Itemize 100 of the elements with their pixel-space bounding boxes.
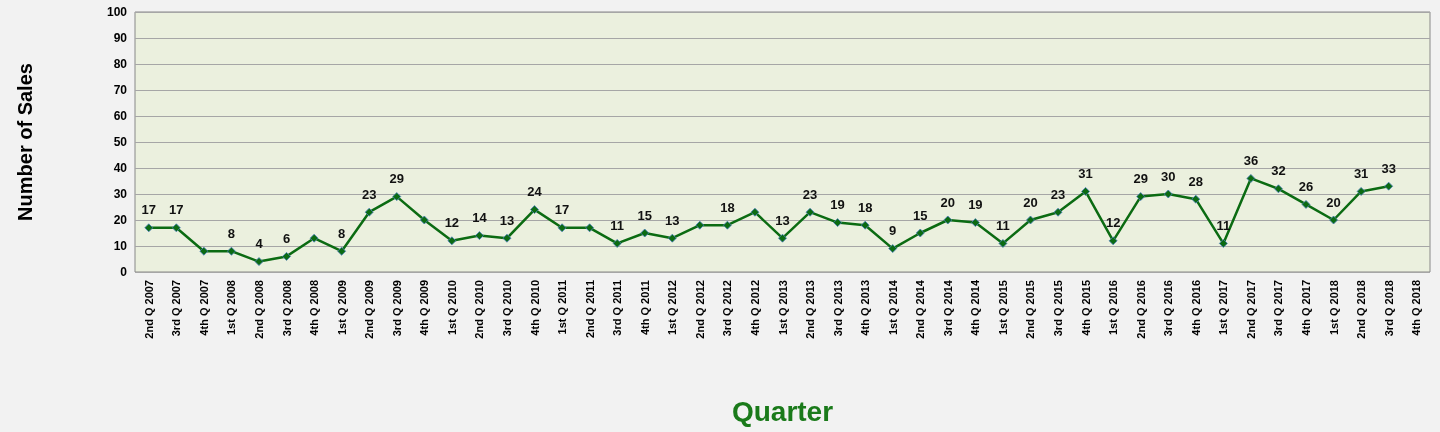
data-label: 31 [1078, 166, 1093, 181]
y-tick-label: 10 [113, 239, 128, 253]
data-label: 23 [361, 186, 377, 202]
data-label: 19 [830, 197, 845, 213]
x-axis-title: Quarter [731, 395, 834, 427]
point [970, 218, 980, 227]
y-tick-label: 70 [113, 83, 128, 97]
point [199, 246, 209, 256]
x-tick-label: 3rd Q 2014 [941, 279, 954, 337]
data-label: 14 [472, 210, 488, 226]
point [805, 207, 815, 217]
data-label: 17 [141, 202, 157, 218]
point [888, 244, 898, 253]
point [1274, 184, 1283, 194]
point [585, 223, 595, 233]
point [502, 233, 512, 243]
data-label: 20 [940, 194, 956, 210]
x-tick-label: 4th Q 2008 [308, 280, 321, 336]
x-tick-label: 1st Q 2012 [666, 280, 679, 336]
y-tick-label: 0 [120, 265, 128, 279]
x-tick-label: 3rd Q 2009 [390, 280, 403, 337]
data-label: 8 [338, 225, 346, 241]
point [1163, 189, 1173, 199]
point [778, 233, 787, 243]
x-tick-label: 4th Q 2014 [969, 279, 982, 336]
y-tick-label: 60 [113, 109, 128, 123]
x-tick-label: 1st Q 2009 [335, 280, 348, 336]
point [171, 223, 181, 233]
x-tick-label: 4th Q 2017 [1300, 280, 1313, 336]
x-tick-label: 4th Q 2012 [748, 280, 761, 336]
x-tick-label: 3rd Q 2015 [1052, 280, 1065, 337]
x-tick-label: 2nd Q 2013 [804, 280, 817, 339]
x-tick-label: 3rd Q 2010 [500, 280, 513, 337]
data-label: 13 [775, 212, 790, 228]
data-label: 23 [1050, 186, 1066, 202]
x-tick-label: 4th Q 2007 [197, 280, 210, 336]
x-tick-label: 2nd Q 2018 [1355, 280, 1368, 339]
point [1026, 215, 1035, 225]
point [557, 223, 567, 233]
y-tick-label: 20 [113, 213, 128, 227]
x-tick-label: 2nd Q 2009 [363, 280, 376, 339]
data-label: 18 [857, 199, 873, 215]
data-label: 28 [1188, 173, 1204, 189]
data-label: 20 [1023, 194, 1038, 210]
y-tick-label: 90 [113, 31, 128, 45]
data-label: 29 [389, 171, 404, 187]
point [392, 192, 402, 201]
data-label: 4 [255, 236, 264, 252]
x-tick-label: 3rd Q 2017 [1272, 280, 1285, 337]
point [943, 215, 953, 225]
data-label: 9 [889, 223, 897, 239]
data-label: 11 [996, 218, 1010, 233]
x-tick-label: 1st Q 2011 [556, 280, 569, 335]
x-tick-label: 2nd Q 2015 [1024, 280, 1037, 339]
point [364, 207, 374, 217]
point [695, 220, 705, 230]
point [1081, 187, 1090, 196]
x-tick-label: 4th Q 2011 [638, 280, 651, 336]
point [254, 257, 264, 266]
point [1384, 181, 1394, 191]
data-label: 17 [554, 202, 570, 218]
point [998, 239, 1008, 248]
x-tick-label: 3rd Q 2013 [831, 280, 844, 337]
y-tick-label: 30 [113, 187, 128, 201]
x-tick-label: 4th Q 2010 [528, 280, 541, 336]
point [640, 228, 650, 238]
data-label: 33 [1381, 160, 1396, 176]
point [1218, 239, 1228, 248]
y-tick-label: 80 [113, 57, 128, 71]
point [750, 207, 760, 217]
x-tick-label: 1st Q 2016 [1107, 280, 1120, 336]
data-label: 18 [720, 199, 735, 215]
x-tick-label: 4th Q 2016 [1189, 280, 1202, 336]
x-tick-label: 2nd Q 2010 [473, 280, 486, 339]
point [475, 231, 484, 240]
y-tick-label: 100 [106, 5, 128, 19]
x-tick-label: 3rd Q 2008 [280, 280, 293, 337]
point [667, 233, 677, 243]
x-tick-label: 2nd Q 2016 [1134, 280, 1147, 339]
point [419, 215, 429, 225]
point [1108, 236, 1118, 246]
point [612, 239, 622, 248]
point [860, 220, 870, 230]
x-tick-label: 1st Q 2018 [1327, 280, 1340, 336]
data-label: 30 [1161, 168, 1176, 184]
point [833, 218, 843, 227]
x-tick-label: 3rd Q 2016 [1162, 280, 1175, 337]
x-tick-label: 3rd Q 2018 [1382, 280, 1395, 337]
point [227, 246, 236, 256]
point [915, 228, 925, 238]
x-tick-label: 2nd Q 2011 [583, 280, 596, 339]
x-tick-label: 1st Q 2013 [776, 280, 789, 336]
data-label: 12 [1105, 215, 1121, 231]
x-tick-label: 1st Q 2010 [445, 280, 458, 336]
point [722, 220, 732, 230]
data-label: 12 [444, 215, 460, 231]
data-label: 24 [527, 184, 543, 200]
x-tick-label: 1st Q 2014 [886, 279, 899, 336]
point [1191, 194, 1201, 204]
x-tick-label: 3rd Q 2011 [611, 280, 624, 336]
